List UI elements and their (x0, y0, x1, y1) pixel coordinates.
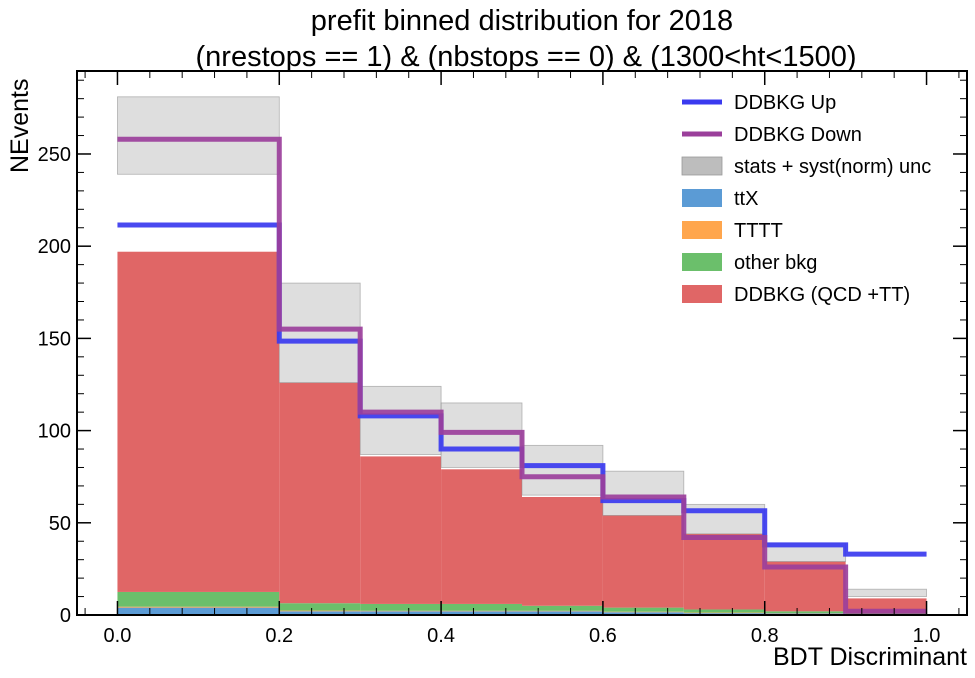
tick-labels: 0.0 0.2 0.4 0.6 0.8 1.0 0 50 100 150 200 250 (38, 144, 941, 647)
bar-other-bkg-1 (279, 603, 361, 611)
uncertainty-band-3 (440, 402, 523, 468)
bar-ddbkg-qcd-tt-3 (441, 469, 522, 604)
uncertainty-band-8 (845, 588, 927, 597)
bar-other-bkg-8 (845, 613, 927, 615)
chart-title-line1: prefit binned distribution for 2018 (311, 5, 733, 37)
legend-label-ddbkg-qcd-tt: DDBKG (QCD +TT) (734, 284, 910, 306)
legend-label-stats-syst-norm-unc: stats + syst(norm) unc (734, 156, 931, 178)
uncertainty-band-4 (521, 444, 604, 496)
bar-ddbkg-qcd-tt-5 (602, 515, 684, 608)
legend-label-ddbkg-up: DDBKG Up (734, 92, 836, 114)
bar-ddbkg-qcd-tt-4 (522, 496, 603, 606)
line-ddbkg-up (117, 222, 927, 557)
x-tick-label-2: 0.4 (427, 625, 455, 647)
bar-tttt-4 (522, 610, 603, 612)
bar-other-bkg-7 (764, 611, 846, 614)
x-tick-label-0: 0.0 (104, 625, 132, 647)
bar-tttt-5 (602, 611, 684, 613)
bar-ddbkg-qcd-tt-7 (764, 561, 846, 612)
legend-swatch-stats-syst-norm-unc (681, 156, 723, 176)
bar-other-bkg-6 (683, 609, 765, 613)
y-tick-label-5: 250 (38, 144, 71, 166)
y-tick-label-0: 0 (60, 605, 71, 627)
x-tick-label-3: 0.6 (589, 625, 617, 647)
uncertainty-band-1 (278, 282, 361, 384)
uncertainty-band-5 (602, 470, 685, 516)
legend-swatch-ddbkg-qcd-tt (682, 285, 722, 303)
y-tick-label-3: 150 (38, 328, 71, 350)
x-axis-label: BDT Discriminant (773, 643, 967, 671)
legend-label-ddbkg-down: DDBKG Down (734, 124, 862, 146)
bar-ddbkg-qcd-tt-6 (683, 533, 765, 610)
x-tick-label-5: 1.0 (913, 625, 941, 647)
bar-ttx-1 (279, 611, 361, 615)
bar-other-bkg-5 (602, 607, 684, 612)
bar-tttt-6 (683, 612, 765, 614)
bar-ttx-4 (522, 611, 603, 615)
bar-other-bkg-4 (522, 605, 603, 611)
legend-label-other-bkg: other bkg (734, 252, 817, 274)
bar-other-bkg-0 (117, 591, 280, 607)
bar-other-bkg-2 (360, 603, 442, 611)
bar-ddbkg-qcd-tt-0 (117, 251, 280, 592)
line-ddbkg-down (117, 136, 927, 614)
axis-ticks (77, 71, 967, 616)
bar-tttt-3 (441, 610, 522, 612)
bar-ddbkg-qcd-tt-1 (279, 382, 361, 604)
bar-tttt-0 (117, 606, 280, 608)
y-tick-label-4: 200 (38, 236, 71, 258)
uncertainty-band-0 (117, 96, 280, 175)
bar-ddbkg-qcd-tt-2 (360, 456, 442, 604)
plot-area (117, 96, 927, 615)
legend-swatch-ttx (682, 189, 722, 207)
chart-title-line2: (nrestops == 1) & (nbstops == 0) & (1300… (196, 41, 857, 73)
y-axis-label: NEvents (6, 79, 34, 173)
bar-tttt-1 (279, 610, 361, 612)
legend-label-ttx: ttX (734, 188, 758, 210)
legend-swatch-other-bkg (682, 253, 722, 271)
bar-ttx-0 (117, 607, 280, 615)
x-tick-label-1: 0.2 (265, 625, 293, 647)
bar-ttx-2 (360, 611, 442, 615)
bar-tttt-2 (360, 610, 442, 612)
bar-ttx-3 (441, 611, 522, 615)
legend: DDBKG Up DDBKG Down stats + syst(norm) unc… (681, 92, 931, 306)
y-tick-label-2: 100 (38, 421, 71, 443)
bar-ttx-5 (602, 612, 684, 615)
x-tick-label-4: 0.8 (751, 625, 779, 647)
y-tick-label-1: 50 (49, 513, 71, 535)
bar-other-bkg-3 (441, 603, 522, 611)
uncertainty-band-2 (359, 385, 442, 455)
legend-swatch-tttt (682, 221, 722, 239)
legend-label-tttt: TTTT (734, 220, 783, 242)
plot-frame (76, 70, 968, 616)
